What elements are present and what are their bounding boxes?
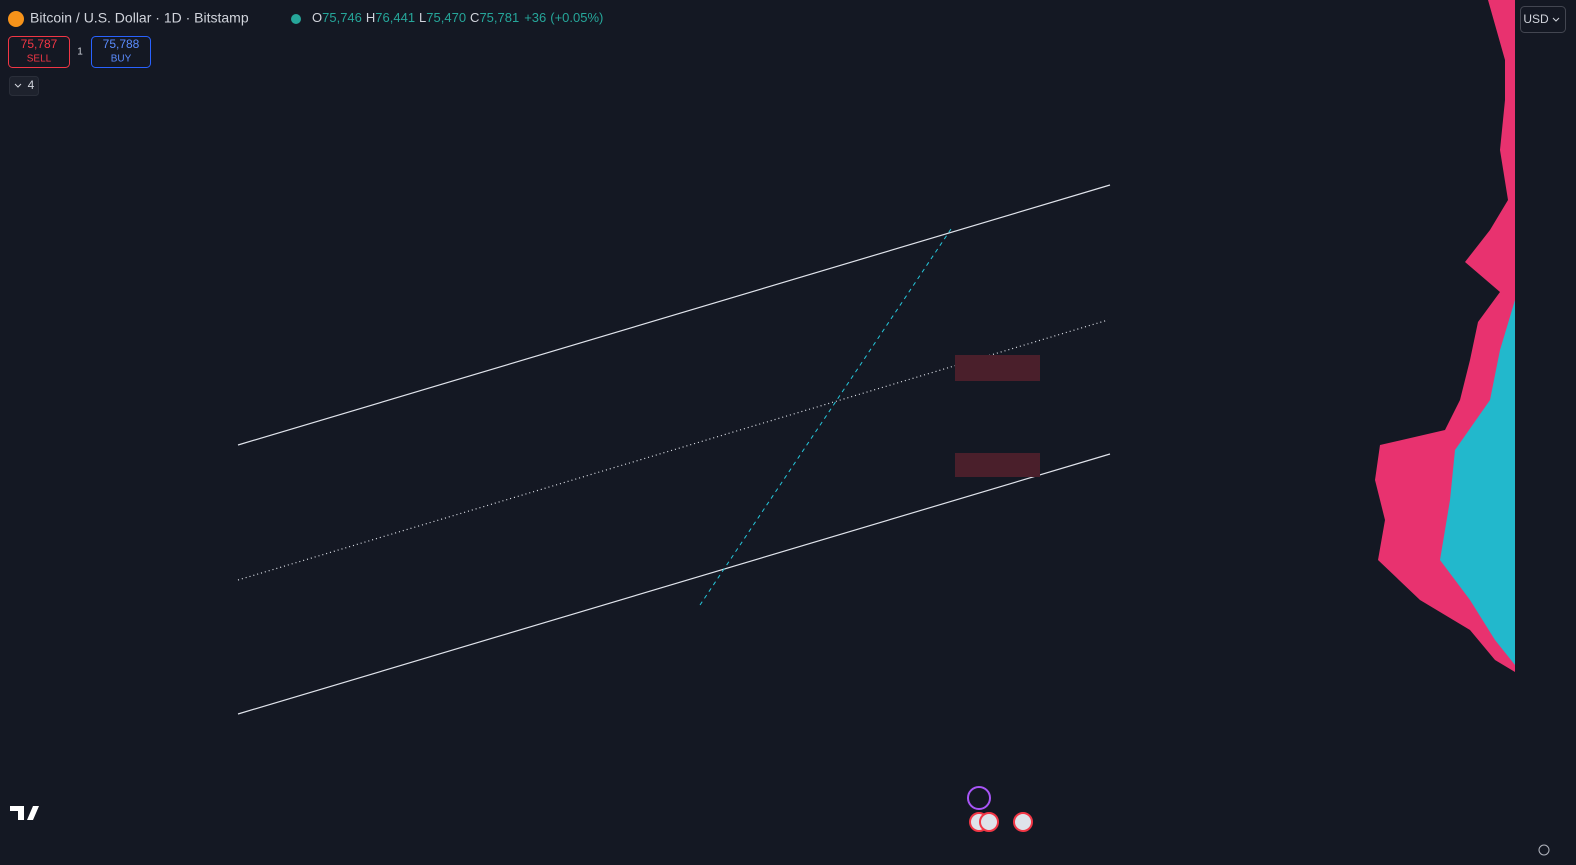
event-icon[interactable] [967,786,991,810]
buy-label: BUY [111,54,132,65]
drawings [237,184,1111,715]
legend-change-pct: (+0.05%) [550,10,603,25]
symbol-title: Bitcoin / U.S. Dollar · 1D · Bitstamp [30,10,249,26]
legend-key: L [419,10,426,25]
time-axis [0,840,1576,865]
legend-key: O [312,10,322,25]
volume-profile [1375,0,1515,672]
profile-buy [1440,300,1515,665]
channel-lower [237,453,1111,715]
fib-trend [699,225,954,606]
header: Bitcoin / U.S. Dollar · 1D · Bitstamp O7… [8,6,1566,96]
indicator-toggle[interactable] [9,76,39,96]
channel-upper [237,184,1111,446]
ohlc-legend: O75,746 H76,441 L75,470 C75,781 +36 (+0.05%) [312,10,603,25]
event-flag[interactable] [979,812,999,832]
sell-label: SELL [27,54,52,65]
buy-price: 75,788 [103,37,140,51]
buy-button[interactable] [91,36,151,68]
settings-icon[interactable] [1538,844,1550,856]
chevron [14,83,22,88]
sell-price: 75,787 [21,37,58,51]
sell-button[interactable] [8,36,70,68]
currency-button[interactable] [1520,6,1566,33]
legend-key: C [470,10,479,25]
logo [10,806,39,820]
coin-icon [8,11,24,27]
zone [955,453,1040,477]
indicator-count: 4 [28,78,35,92]
legend-value: 75,470 [426,10,466,25]
legend-key: H [366,10,375,25]
legend-value: 76,441 [375,10,415,25]
chevron [1552,17,1560,22]
legend-value: 75,781 [479,10,519,25]
currency: USD [1523,12,1549,26]
legend-change: +36 [524,10,546,25]
decor [10,786,1550,856]
spread: 1 [77,47,83,58]
zone [955,355,1040,381]
event-flag[interactable] [1013,812,1033,832]
status-dot [291,14,301,24]
price-axis [1515,0,1576,840]
legend-value: 75,746 [322,10,362,25]
